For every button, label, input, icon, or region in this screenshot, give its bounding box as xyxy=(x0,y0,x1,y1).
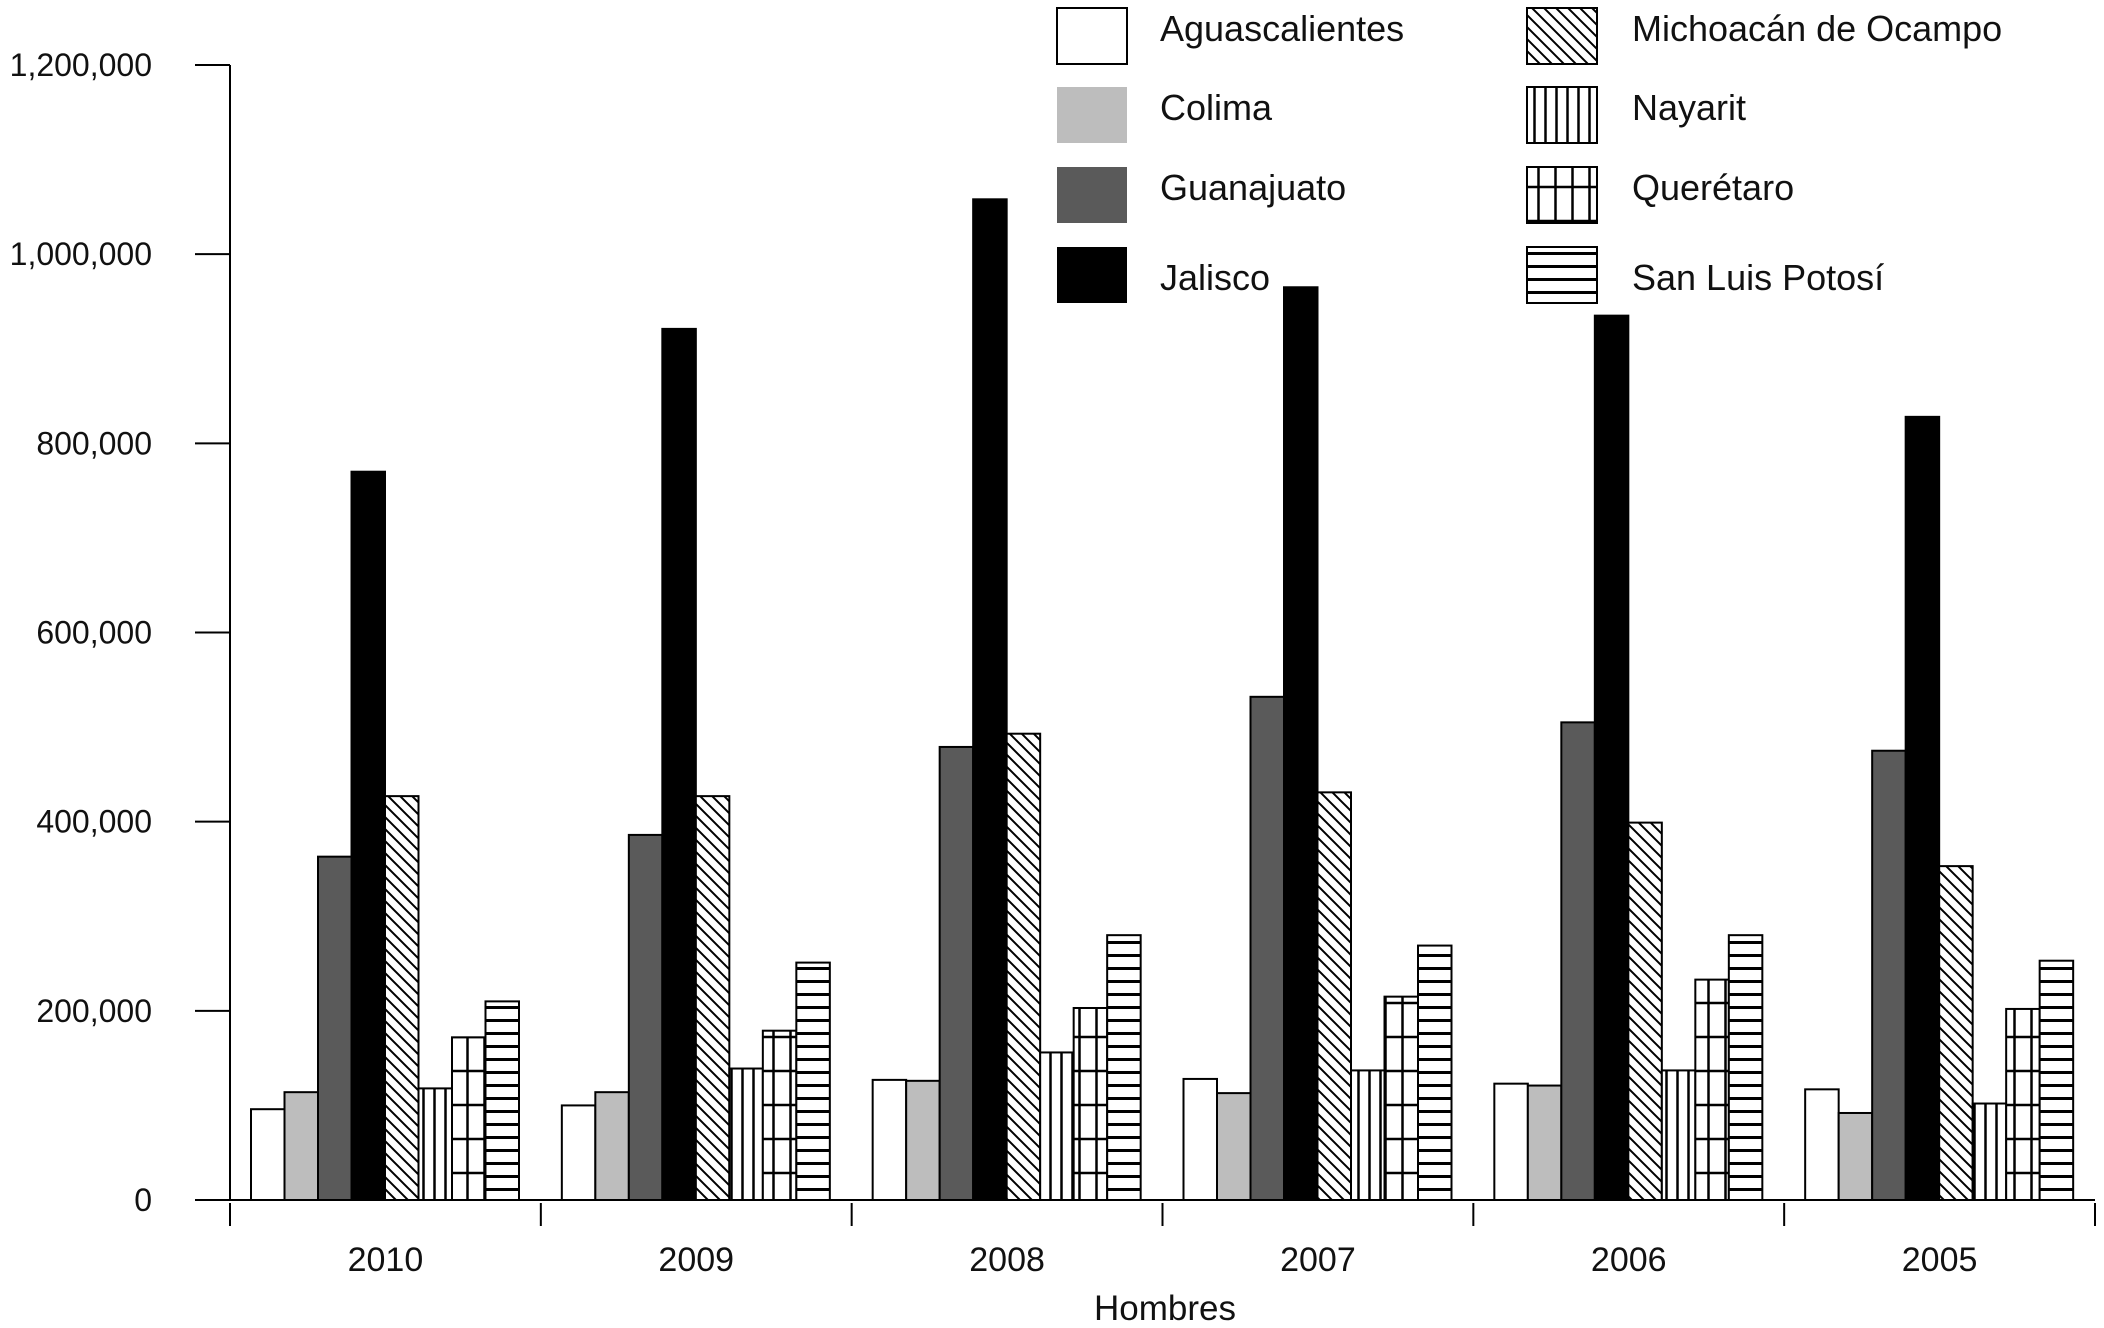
x-tick-label: 2008 xyxy=(969,1241,1045,1279)
bar-guanajuato-2006 xyxy=(1560,721,1596,1202)
bar-nayarit-2008 xyxy=(1039,1051,1075,1201)
x-tick-label: 2010 xyxy=(348,1241,424,1279)
bar-queretaro-2008 xyxy=(1072,1006,1109,1202)
bar-michoacan-de-ocampo-2005 xyxy=(1938,865,1974,1202)
plot-area: 0 200,000 400,000 600,000 800,000 1,000,000 1,… xyxy=(10,47,2096,1328)
bar-nayarit-2006 xyxy=(1660,1069,1697,1201)
bar-colima-2006 xyxy=(1526,1084,1563,1202)
y-tick-label: 600,000 xyxy=(36,615,152,651)
bar-aguascalientes-2009 xyxy=(560,1104,597,1201)
bar-michoacan-de-ocampo-2007 xyxy=(1316,791,1352,1201)
bar-michoacan-de-ocampo-2006 xyxy=(1627,821,1663,1201)
legend-label-colima: Colima xyxy=(1160,87,1273,128)
bar-queretaro-2007 xyxy=(1383,995,1419,1201)
legend-label-michoacan-de-ocampo: Michoacán de Ocampo xyxy=(1632,8,2002,49)
bar-nayarit-2009 xyxy=(728,1067,764,1202)
legend-label-queretaro: Querétaro xyxy=(1632,167,1794,208)
legend-label-nayarit: Nayarit xyxy=(1632,87,1746,128)
bar-michoacan-de-ocampo-2008 xyxy=(1005,732,1042,1201)
bar-san-luis-potosi-2007 xyxy=(1417,944,1453,1202)
y-tick-label: 1,200,000 xyxy=(10,47,152,83)
x-tick-label: 2005 xyxy=(1902,1241,1978,1279)
bar-aguascalientes-2007 xyxy=(1182,1077,1218,1202)
bar-san-luis-potosi-2010 xyxy=(484,1000,520,1201)
bar-san-luis-potosi-2009 xyxy=(795,961,831,1201)
bar-san-luis-potosi-2005 xyxy=(2038,959,2075,1201)
legend-label-aguascalientes: Aguascalientes xyxy=(1160,8,1404,49)
bar-queretaro-2006 xyxy=(1694,978,1730,1202)
legend-label-guanajuato: Guanajuato xyxy=(1160,167,1346,208)
bar-colima-2007 xyxy=(1216,1092,1252,1202)
bar-guanajuato-2008 xyxy=(938,745,975,1202)
bar-jalisco-2008 xyxy=(972,198,1008,1201)
bar-colima-2005 xyxy=(1837,1111,1874,1201)
bar-jalisco-2006 xyxy=(1593,314,1630,1202)
legend-label-san-luis-potosi: San Luis Potosí xyxy=(1632,257,1884,298)
legend-swatch-michoacan-de-ocampo xyxy=(1526,7,1598,65)
legend: Aguascalientes Colima Guanajuato Jalisco Mic… xyxy=(1056,7,2002,304)
y-tick-label: 800,000 xyxy=(36,425,152,461)
bar-jalisco-2009 xyxy=(661,327,697,1201)
bar-san-luis-potosi-2008 xyxy=(1106,934,1142,1202)
legend-swatch-nayarit xyxy=(1526,86,1598,144)
y-tick-label: 0 xyxy=(134,1182,152,1218)
bar-michoacan-de-ocampo-2009 xyxy=(694,795,731,1201)
bar-colima-2009 xyxy=(594,1091,630,1202)
bar-colima-2010 xyxy=(283,1091,319,1202)
bar-colima-2008 xyxy=(905,1079,941,1201)
bar-queretaro-2009 xyxy=(761,1029,798,1201)
bar-aguascalientes-2005 xyxy=(1804,1088,1840,1202)
legend-swatch-colima xyxy=(1057,87,1127,143)
bar-nayarit-2007 xyxy=(1350,1069,1386,1201)
legend-swatch-jalisco xyxy=(1057,247,1127,303)
bar-nayarit-2010 xyxy=(417,1087,453,1202)
x-axis-title: Hombres xyxy=(1094,1289,1236,1328)
bar-guanajuato-2010 xyxy=(317,855,353,1201)
bar-aguascalientes-2010 xyxy=(250,1108,286,1201)
bar-michoacan-de-ocampo-2010 xyxy=(384,795,420,1201)
legend-swatch-guanajuato xyxy=(1057,167,1127,223)
bar-guanajuato-2007 xyxy=(1249,695,1285,1201)
legend-swatch-aguascalientes xyxy=(1056,7,1128,65)
x-tick-label: 2007 xyxy=(1280,1241,1356,1279)
x-tick-label: 2006 xyxy=(1591,1241,1667,1279)
y-tick-label: 200,000 xyxy=(36,993,152,1029)
bar-jalisco-2007 xyxy=(1283,286,1319,1202)
bar-aguascalientes-2006 xyxy=(1493,1082,1529,1201)
bar-queretaro-2010 xyxy=(451,1036,487,1201)
bar-guanajuato-2009 xyxy=(627,833,664,1201)
y-tick-label: 1,000,000 xyxy=(10,236,152,272)
bar-san-luis-potosi-2006 xyxy=(1727,934,1764,1202)
bar-queretaro-2005 xyxy=(2005,1007,2041,1201)
bar-aguascalientes-2008 xyxy=(871,1078,908,1201)
legend-swatch-san-luis-potosi xyxy=(1526,246,1598,304)
legend-label-jalisco: Jalisco xyxy=(1160,257,1270,298)
bar-guanajuato-2005 xyxy=(1871,749,1907,1202)
bar-jalisco-2005 xyxy=(1904,415,1941,1202)
x-tick-label: 2009 xyxy=(658,1241,734,1279)
y-tick-label: 400,000 xyxy=(36,804,152,840)
bar-nayarit-2005 xyxy=(1971,1102,2008,1202)
legend-swatch-queretaro xyxy=(1526,166,1598,224)
bar-jalisco-2010 xyxy=(350,470,386,1202)
